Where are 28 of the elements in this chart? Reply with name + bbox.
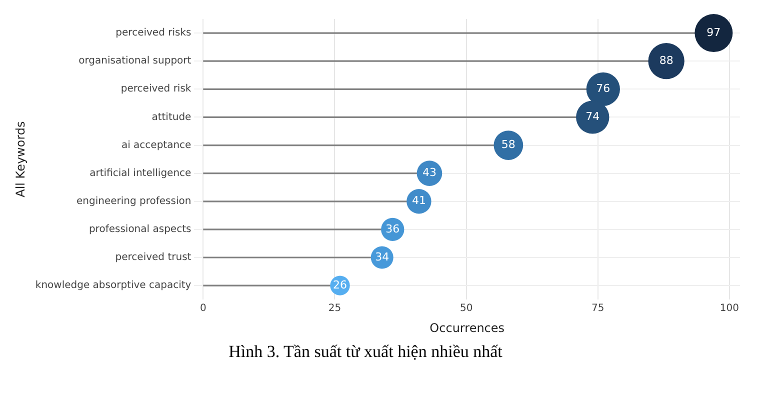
data-label: 36	[386, 222, 400, 236]
y-tick-label: ai acceptance	[121, 140, 192, 151]
data-label: 97	[706, 26, 721, 39]
y-tick-label: attitude	[152, 112, 192, 123]
data-label: 58	[501, 138, 516, 152]
data-label: 26	[333, 278, 347, 292]
y-tick-label: perceived trust	[115, 252, 192, 264]
data-label: 41	[412, 194, 426, 208]
text: Hình 3. Tần suất từ xuất hiện nhiều nhất	[228, 342, 504, 362]
x-tick-label: 0	[200, 303, 206, 314]
y-tick-label: perceived risk	[120, 84, 192, 95]
y-tick-label: perceived risks	[116, 28, 192, 39]
data-label: 76	[596, 82, 610, 96]
x-tick-label: 75	[592, 303, 604, 314]
y-axis-title: All Keywords	[13, 121, 28, 198]
x-tick-label: 100	[720, 303, 740, 314]
y-tick-label: professional aspects	[88, 224, 192, 236]
data-label: 74	[586, 110, 600, 124]
x-axis-title: Occurrences	[430, 320, 505, 335]
y-tick-label: organisational support	[78, 56, 192, 67]
x-tick-label: 50	[460, 303, 473, 314]
data-label: 88	[659, 54, 674, 67]
data-label: 34	[375, 250, 390, 264]
y-tick-label: engineering profession	[76, 196, 192, 207]
data-label: 43	[422, 166, 436, 180]
x-tick-label: 25	[328, 303, 342, 314]
y-tick-label: artificial intelligence	[90, 168, 192, 179]
y-tick-label: knowledge absorptive capacity	[35, 280, 192, 292]
